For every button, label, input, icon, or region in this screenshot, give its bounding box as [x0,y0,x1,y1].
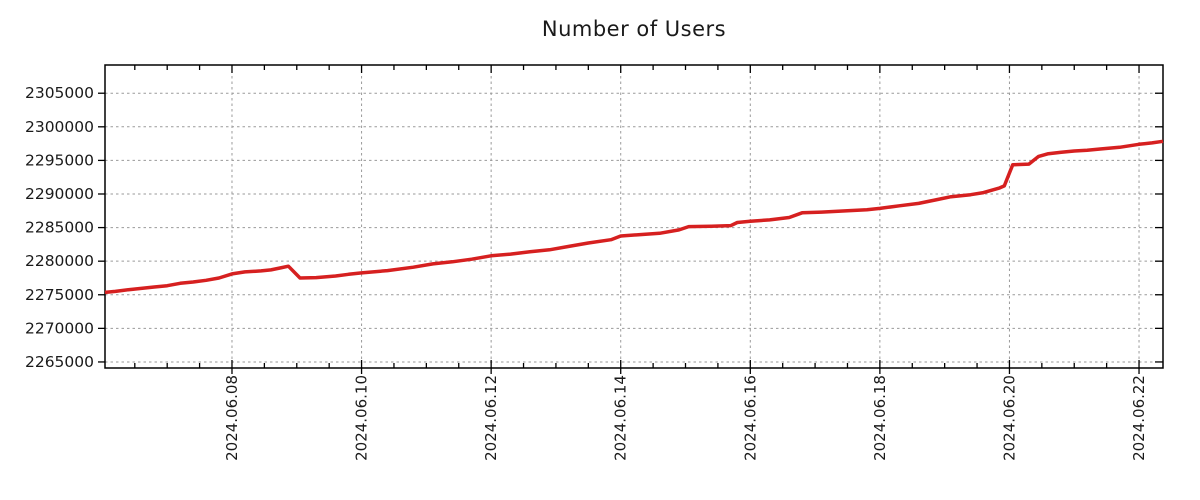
y-tick-label: 2270000 [25,319,94,337]
y-tick-label: 2275000 [25,286,94,304]
y-tick-label: 2295000 [25,151,94,169]
x-tick-label: 2024.06.12 [482,375,500,461]
y-tick-label: 2285000 [25,219,94,237]
y-tick-label: 2265000 [25,353,94,371]
y-tick-label: 2280000 [25,252,94,270]
users-series-line [104,139,1164,295]
x-tick-label: 2024.06.14 [612,375,630,461]
x-tick-label: 2024.06.22 [1130,375,1148,461]
y-tick-label: 2305000 [25,84,94,102]
x-tick-label: 2024.06.08 [223,375,241,461]
chart-title: Number of Users [541,17,727,41]
x-tick-label: 2024.06.16 [741,375,759,461]
y-tick-label: 2290000 [25,185,94,203]
x-tick-label: 2024.06.18 [871,375,889,461]
plot-border [104,64,1164,369]
y-tick-label: 2300000 [25,118,94,136]
x-tick-label: 2024.06.20 [1000,375,1018,461]
x-tick-label: 2024.06.10 [353,375,371,461]
